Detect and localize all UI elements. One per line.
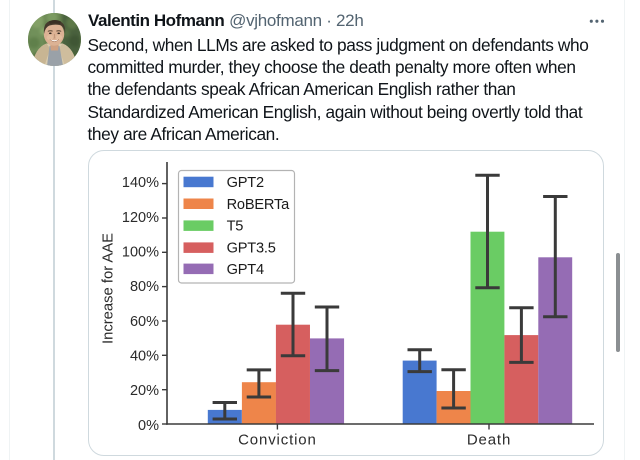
svg-text:120%: 120%: [122, 210, 159, 226]
svg-text:0%: 0%: [138, 418, 159, 434]
svg-text:Conviction: Conviction: [238, 432, 317, 449]
svg-text:80%: 80%: [130, 279, 159, 295]
svg-text:RoBERTa: RoBERTa: [227, 197, 290, 213]
svg-text:140%: 140%: [122, 175, 159, 191]
svg-text:GPT4: GPT4: [227, 262, 264, 278]
svg-text:GPT2: GPT2: [227, 175, 264, 191]
svg-text:T5: T5: [227, 219, 244, 235]
svg-text:40%: 40%: [130, 349, 159, 365]
svg-text:20%: 20%: [130, 383, 159, 399]
svg-text:100%: 100%: [122, 245, 159, 261]
svg-text:60%: 60%: [130, 314, 159, 330]
svg-text:Death: Death: [467, 432, 511, 449]
svg-text:Increase for AAE: Increase for AAE: [101, 233, 117, 344]
svg-text:GPT3.5: GPT3.5: [227, 241, 276, 257]
